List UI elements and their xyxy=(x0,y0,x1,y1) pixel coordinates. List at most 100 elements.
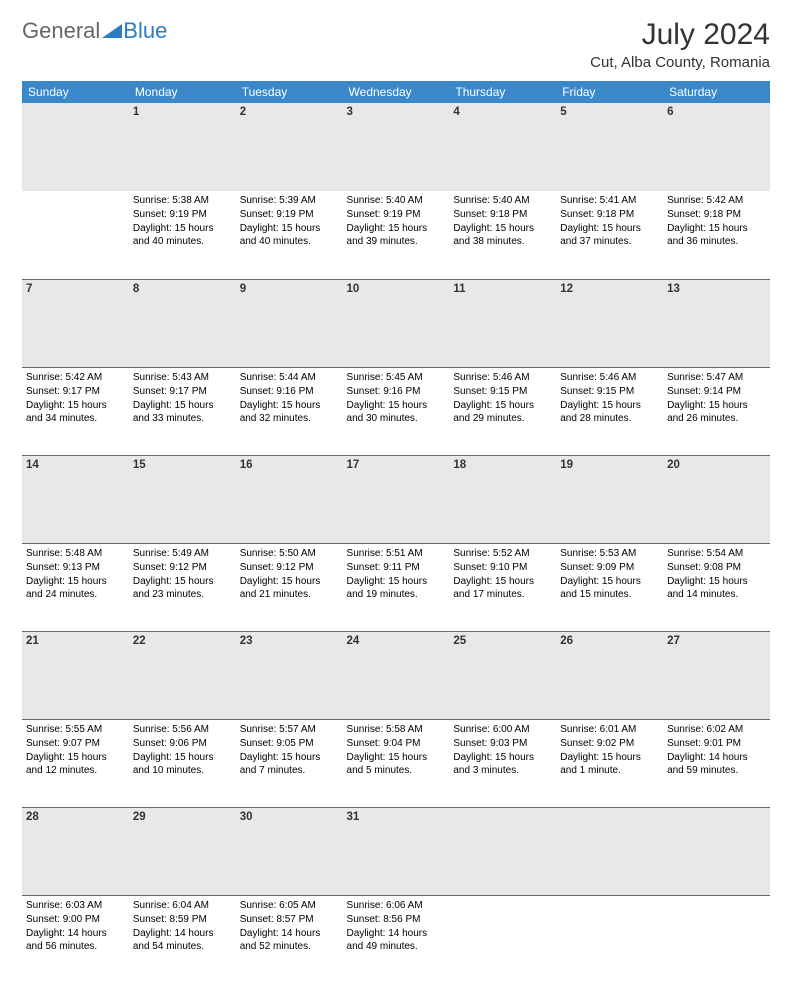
day-number: 29 xyxy=(129,807,236,895)
day-details: Sunrise: 6:00 AMSunset: 9:03 PMDaylight:… xyxy=(453,723,552,777)
week-row: Sunrise: 6:03 AMSunset: 9:00 PM Daylight:… xyxy=(22,895,770,983)
sunrise-text: Sunrise: 6:05 AM xyxy=(240,899,339,912)
daylight-text: Daylight: 15 hours and 1 minute. xyxy=(560,751,659,777)
month-title: July 2024 xyxy=(590,18,770,52)
day-cell: Sunrise: 5:50 AMSunset: 9:12 PMDaylight:… xyxy=(236,543,343,631)
sunset-text: Sunset: 9:15 PM xyxy=(453,385,552,398)
daylight-text: Daylight: 15 hours and 39 minutes. xyxy=(347,222,446,248)
sunrise-text: Sunrise: 5:40 AM xyxy=(347,194,446,207)
day-details: Sunrise: 5:42 AMSunset: 9:18 PMDaylight:… xyxy=(667,194,766,248)
sunset-text: Sunset: 9:07 PM xyxy=(26,737,125,750)
daylight-text: Daylight: 14 hours and 59 minutes. xyxy=(667,751,766,777)
day-cell xyxy=(556,895,663,983)
day-number: 20 xyxy=(663,455,770,543)
day-cell: Sunrise: 5:57 AMSunset: 9:05 PMDaylight:… xyxy=(236,719,343,807)
weekday-header: Tuesday xyxy=(236,81,343,103)
weekday-header: Wednesday xyxy=(343,81,450,103)
sunrise-text: Sunrise: 5:47 AM xyxy=(667,371,766,384)
sunrise-text: Sunrise: 5:54 AM xyxy=(667,547,766,560)
location: Cut, Alba County, Romania xyxy=(590,54,770,71)
sunrise-text: Sunrise: 6:03 AM xyxy=(26,899,125,912)
day-cell: Sunrise: 5:56 AMSunset: 9:06 PMDaylight:… xyxy=(129,719,236,807)
day-details: Sunrise: 5:51 AMSunset: 9:11 PMDaylight:… xyxy=(347,547,446,601)
day-number-row: 28293031 xyxy=(22,807,770,895)
sunset-text: Sunset: 9:19 PM xyxy=(240,208,339,221)
sunrise-text: Sunrise: 5:49 AM xyxy=(133,547,232,560)
day-number: 1 xyxy=(129,103,236,191)
daylight-text: Daylight: 15 hours and 33 minutes. xyxy=(133,399,232,425)
day-number: 6 xyxy=(663,103,770,191)
day-details: Sunrise: 6:04 AMSunset: 8:59 PMDaylight:… xyxy=(133,899,232,953)
day-cell: Sunrise: 5:43 AMSunset: 9:17 PMDaylight:… xyxy=(129,367,236,455)
logo-text-blue: Blue xyxy=(123,18,167,44)
day-cell: Sunrise: 5:46 AMSunset: 9:15 PMDaylight:… xyxy=(556,367,663,455)
week-row: Sunrise: 5:48 AMSunset: 9:13 PMDaylight:… xyxy=(22,543,770,631)
day-number: 16 xyxy=(236,455,343,543)
sunset-text: Sunset: 9:06 PM xyxy=(133,737,232,750)
sunrise-text: Sunrise: 5:41 AM xyxy=(560,194,659,207)
weekday-header: Saturday xyxy=(663,81,770,103)
day-details: Sunrise: 5:45 AMSunset: 9:16 PMDaylight:… xyxy=(347,371,446,425)
day-number: 19 xyxy=(556,455,663,543)
weekday-header: Friday xyxy=(556,81,663,103)
day-details: Sunrise: 6:02 AMSunset: 9:01 PMDaylight:… xyxy=(667,723,766,777)
sunrise-text: Sunrise: 6:01 AM xyxy=(560,723,659,736)
daylight-text: Daylight: 15 hours and 30 minutes. xyxy=(347,399,446,425)
day-details: Sunrise: 6:03 AMSunset: 9:00 PMDaylight:… xyxy=(26,899,125,953)
day-number: 2 xyxy=(236,103,343,191)
day-number: 15 xyxy=(129,455,236,543)
daylight-text: Daylight: 14 hours and 49 minutes. xyxy=(347,927,446,953)
daylight-text: Daylight: 15 hours and 19 minutes. xyxy=(347,575,446,601)
day-cell: Sunrise: 5:44 AMSunset: 9:16 PMDaylight:… xyxy=(236,367,343,455)
daylight-text: Daylight: 14 hours and 52 minutes. xyxy=(240,927,339,953)
day-number: 26 xyxy=(556,631,663,719)
day-cell: Sunrise: 5:48 AMSunset: 9:13 PMDaylight:… xyxy=(22,543,129,631)
sunset-text: Sunset: 9:08 PM xyxy=(667,561,766,574)
day-details: Sunrise: 5:46 AMSunset: 9:15 PMDaylight:… xyxy=(453,371,552,425)
sunrise-text: Sunrise: 5:51 AM xyxy=(347,547,446,560)
sunset-text: Sunset: 9:12 PM xyxy=(133,561,232,574)
day-details: Sunrise: 5:41 AMSunset: 9:18 PMDaylight:… xyxy=(560,194,659,248)
weekday-header-row: Sunday Monday Tuesday Wednesday Thursday… xyxy=(22,81,770,103)
day-number: 18 xyxy=(449,455,556,543)
sunrise-text: Sunrise: 5:56 AM xyxy=(133,723,232,736)
sunrise-text: Sunrise: 5:48 AM xyxy=(26,547,125,560)
sunrise-text: Sunrise: 5:39 AM xyxy=(240,194,339,207)
daylight-text: Daylight: 15 hours and 24 minutes. xyxy=(26,575,125,601)
day-number: 11 xyxy=(449,279,556,367)
daylight-text: Daylight: 15 hours and 23 minutes. xyxy=(133,575,232,601)
day-cell: Sunrise: 5:38 AMSunset: 9:19 PMDaylight:… xyxy=(129,191,236,279)
sunset-text: Sunset: 8:56 PM xyxy=(347,913,446,926)
daylight-text: Daylight: 14 hours and 54 minutes. xyxy=(133,927,232,953)
sunset-text: Sunset: 9:09 PM xyxy=(560,561,659,574)
sunrise-text: Sunrise: 5:52 AM xyxy=(453,547,552,560)
sunrise-text: Sunrise: 5:40 AM xyxy=(453,194,552,207)
sunset-text: Sunset: 9:15 PM xyxy=(560,385,659,398)
day-cell: Sunrise: 5:52 AMSunset: 9:10 PMDaylight:… xyxy=(449,543,556,631)
day-cell: Sunrise: 5:53 AMSunset: 9:09 PMDaylight:… xyxy=(556,543,663,631)
daylight-text: Daylight: 15 hours and 10 minutes. xyxy=(133,751,232,777)
day-details: Sunrise: 5:49 AMSunset: 9:12 PMDaylight:… xyxy=(133,547,232,601)
day-number: 13 xyxy=(663,279,770,367)
sunset-text: Sunset: 9:11 PM xyxy=(347,561,446,574)
sunset-text: Sunset: 9:14 PM xyxy=(667,385,766,398)
sunrise-text: Sunrise: 5:58 AM xyxy=(347,723,446,736)
day-number: 3 xyxy=(343,103,450,191)
day-details: Sunrise: 6:06 AMSunset: 8:56 PMDaylight:… xyxy=(347,899,446,953)
sunset-text: Sunset: 9:16 PM xyxy=(240,385,339,398)
day-number: 30 xyxy=(236,807,343,895)
week-row: Sunrise: 5:42 AMSunset: 9:17 PMDaylight:… xyxy=(22,367,770,455)
day-cell: Sunrise: 5:41 AMSunset: 9:18 PMDaylight:… xyxy=(556,191,663,279)
daylight-text: Daylight: 15 hours and 29 minutes. xyxy=(453,399,552,425)
day-details: Sunrise: 5:55 AMSunset: 9:07 PMDaylight:… xyxy=(26,723,125,777)
day-number xyxy=(22,103,129,191)
day-number: 7 xyxy=(22,279,129,367)
sunset-text: Sunset: 9:00 PM xyxy=(26,913,125,926)
daylight-text: Daylight: 15 hours and 17 minutes. xyxy=(453,575,552,601)
day-number: 14 xyxy=(22,455,129,543)
day-cell: Sunrise: 6:03 AMSunset: 9:00 PMDaylight:… xyxy=(22,895,129,983)
logo-triangle-icon xyxy=(102,18,122,44)
sunrise-text: Sunrise: 5:44 AM xyxy=(240,371,339,384)
sunset-text: Sunset: 9:18 PM xyxy=(560,208,659,221)
sunrise-text: Sunrise: 5:43 AM xyxy=(133,371,232,384)
